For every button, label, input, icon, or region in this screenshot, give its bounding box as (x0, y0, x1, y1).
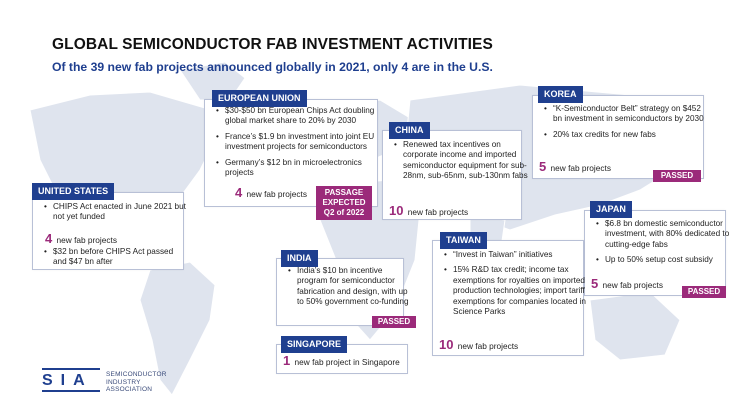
eu-badge-line: EXPECTED (322, 198, 366, 207)
japan-count-text: new fab projects (602, 280, 663, 290)
eu-count-text: new fab projects (246, 189, 307, 199)
taiwan-bullet: “Invest in Taiwan” initiatives (444, 250, 593, 261)
japan-bullet: $6.8 bn domestic semiconductor investmen… (596, 219, 733, 250)
korea-bullet: “K-Semiconductor Belt” strategy on $452 … (544, 104, 709, 125)
korea-count-text: new fab projects (550, 163, 611, 173)
eu-count-number: 4 (235, 185, 243, 200)
us-fab-count: 4 new fab projects (45, 231, 117, 246)
eu-badge-line: PASSAGE (324, 188, 364, 197)
india-passed-badge: PASSED (372, 316, 416, 328)
logo-line-top (42, 368, 100, 370)
eu-passage-badge: PASSAGE EXPECTED Q2 of 2022 (316, 186, 372, 220)
us-bullet: $32 bn before CHIPS Act passed and $47 b… (44, 247, 189, 268)
taiwan-card: “Invest in Taiwan” initiatives 15% R&D t… (432, 240, 586, 356)
japan-card: $6.8 bn domestic semiconductor investmen… (584, 210, 729, 296)
korea-fab-count: 5 new fab projects (539, 159, 611, 174)
china-count-text: new fab projects (407, 207, 469, 217)
logo-text-line: INDUSTRY (106, 378, 141, 386)
us-count-number: 4 (45, 231, 53, 246)
india-bullets: India’s $10 bn incentive program for sem… (283, 266, 413, 313)
taiwan-fab-count: 10 new fab projects (439, 337, 518, 352)
singapore-fab-count: 1 new fab project in Singapore (283, 353, 400, 368)
logo-line-bottom (42, 390, 100, 392)
korea-header: KOREA (538, 86, 583, 103)
taiwan-bullets: “Invest in Taiwan” initiatives 15% R&D t… (439, 250, 593, 322)
us-bullets-bottom: $32 bn before CHIPS Act passed and $47 b… (39, 247, 189, 273)
eu-fab-count: 4 new fab projects (235, 185, 307, 200)
japan-passed-badge: PASSED (682, 286, 726, 298)
map-south-america (139, 261, 216, 396)
singapore-count-number: 1 (283, 353, 291, 368)
us-header: UNITED STATES (32, 183, 115, 200)
india-header: INDIA (281, 250, 318, 267)
korea-count-number: 5 (539, 159, 547, 174)
eu-bullet: Germany’s $12 bn in microelectronics pro… (216, 158, 383, 179)
eu-bullet: France’s $1.9 bn investment into joint E… (216, 132, 383, 153)
eu-badge-line: Q2 of 2022 (323, 208, 365, 217)
china-card: Renewed tax incentives on corporate inco… (382, 130, 528, 220)
japan-bullets: $6.8 bn domestic semiconductor investmen… (591, 219, 733, 271)
taiwan-header: TAIWAN (440, 232, 487, 249)
eu-card: $30-$50 bn European Chips Act doubling g… (204, 99, 378, 207)
india-bullet: India’s $10 bn incentive program for sem… (288, 266, 413, 308)
taiwan-count-number: 10 (439, 337, 454, 352)
eu-bullets: $30-$50 bn European Chips Act doubling g… (211, 106, 383, 183)
taiwan-count-text: new fab projects (457, 341, 519, 351)
india-card: India’s $10 bn incentive program for sem… (276, 258, 409, 326)
japan-bullet: Up to 50% setup cost subsidy (596, 255, 733, 266)
korea-card: “K-Semiconductor Belt” strategy on $452 … (532, 95, 704, 179)
us-bullet: CHIPS Act enacted in June 2021 but not y… (44, 202, 189, 223)
page-title: GLOBAL SEMICONDUCTOR FAB INVESTMENT ACTI… (52, 36, 493, 53)
us-card: CHIPS Act enacted in June 2021 but not y… (32, 192, 186, 270)
china-bullet: Renewed tax incentives on corporate inco… (394, 140, 529, 182)
singapore-count-text: new fab project in Singapore (294, 357, 400, 367)
singapore-header: SINGAPORE (281, 336, 348, 353)
japan-fab-count: 5 new fab projects (591, 276, 663, 291)
china-count-number: 10 (389, 203, 404, 218)
korea-bullets: “K-Semiconductor Belt” strategy on $452 … (539, 104, 709, 145)
japan-count-number: 5 (591, 276, 599, 291)
logo-letters: SIA (42, 372, 93, 389)
logo-text-line: ASSOCIATION (106, 386, 153, 394)
korea-bullet: 20% tax credits for new fabs (544, 130, 709, 141)
logo-text: SEMICONDUCTOR INDUSTRY ASSOCIATION (106, 371, 167, 394)
page-subtitle: Of the 39 new fab projects announced glo… (52, 60, 493, 74)
china-bullets: Renewed tax incentives on corporate inco… (389, 140, 529, 187)
china-fab-count: 10 new fab projects (389, 203, 468, 218)
korea-passed-badge: PASSED (653, 170, 701, 182)
eu-bullet: $30-$50 bn European Chips Act doubling g… (216, 106, 383, 127)
map-australia (589, 291, 681, 361)
us-bullets-top: CHIPS Act enacted in June 2021 but not y… (39, 202, 189, 228)
japan-header: JAPAN (590, 201, 632, 218)
china-header: CHINA (389, 122, 430, 139)
logo-text-line: SEMICONDUCTOR (106, 371, 167, 378)
us-count-text: new fab projects (56, 235, 117, 245)
taiwan-bullet: 15% R&D tax credit; income tax exemption… (444, 265, 593, 317)
eu-header: EUROPEAN UNION (212, 90, 307, 107)
